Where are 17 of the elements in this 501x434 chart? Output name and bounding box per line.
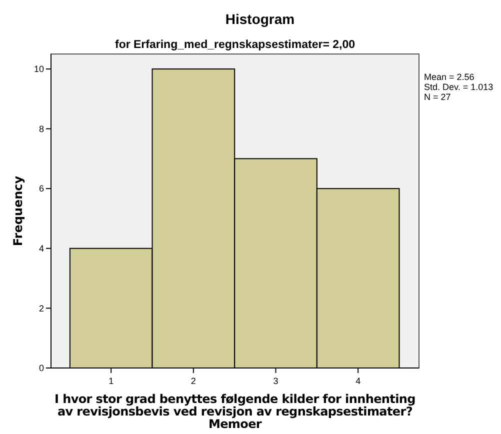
text: Std. Dev. = 1.013	[424, 82, 494, 92]
chart-title: Histogram	[225, 11, 295, 27]
x-tick-label: 4	[356, 376, 361, 386]
y-tick-label: 8	[38, 124, 44, 134]
text: Mean = 2.56	[424, 72, 474, 82]
x-axis-title: I hvor stor grad benyttes følgende kilder for innhenting av revisjonsbevis ved revisjon av regnskapsestimater? Memoer	[54, 392, 416, 431]
x-tick-label: 2	[190, 376, 196, 386]
y-tick-label: 6	[38, 184, 44, 194]
chart-subtitle: for Erfaring_med_regnskapsestimater= 2,00	[114, 39, 356, 51]
y-axis-title: Frequency	[11, 176, 25, 246]
y-tick-label: 4	[38, 244, 44, 254]
x-tick-label: 3	[273, 376, 278, 386]
text: N = 27	[424, 92, 451, 102]
y-tick-label: 10	[34, 64, 44, 74]
y-tick-label: 0	[38, 363, 44, 374]
y-tick-label: 2	[38, 303, 44, 314]
x-tick-label: 1	[108, 376, 114, 386]
